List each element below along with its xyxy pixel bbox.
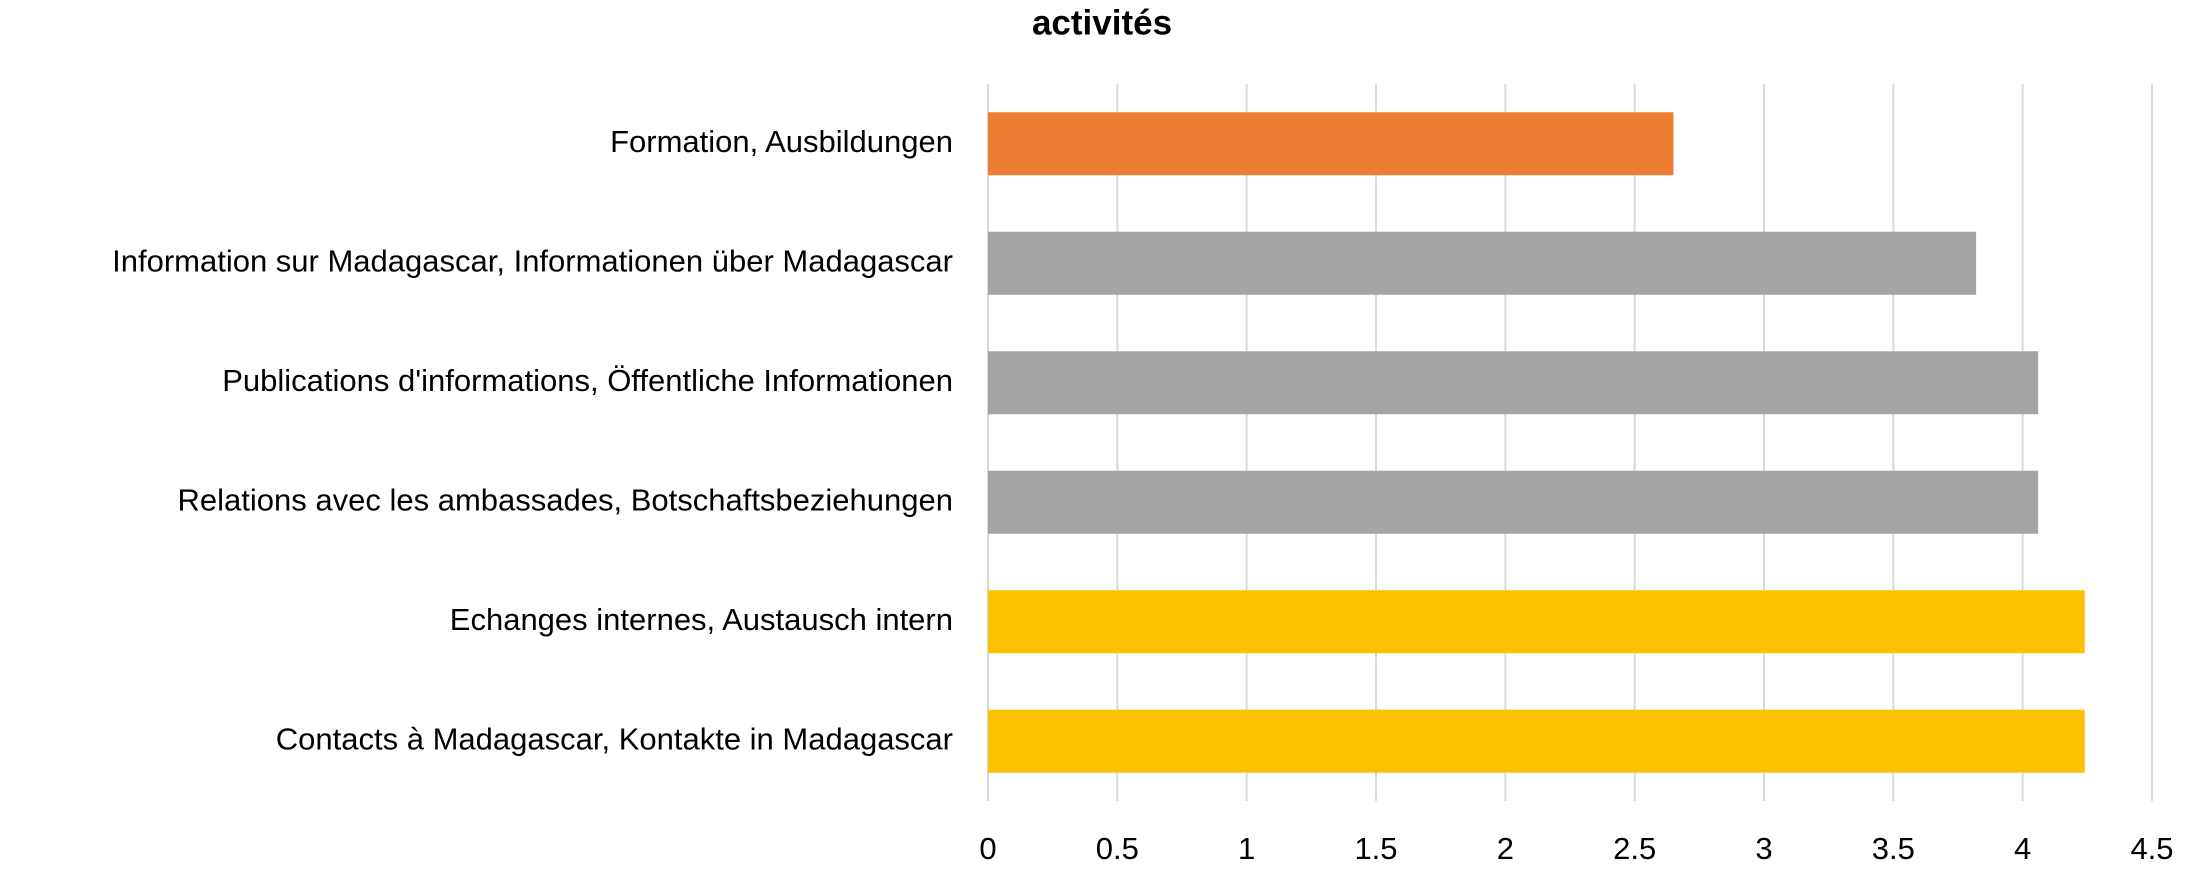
y-tick-label: Information sur Madagascar, Informatione… (112, 243, 953, 278)
x-tick-label: 0 (979, 831, 996, 866)
y-tick-label: Formation, Ausbildungen (610, 124, 953, 159)
bar (988, 231, 1977, 295)
bar (988, 590, 2085, 654)
bar (988, 470, 2039, 534)
x-tick-label: 3.5 (1872, 831, 1915, 866)
y-tick-label: Echanges internes, Austausch intern (450, 602, 953, 637)
x-tick-label: 1.5 (1354, 831, 1397, 866)
x-tick-label: 4 (2014, 831, 2031, 866)
x-tick-label: 2.5 (1613, 831, 1656, 866)
chart-title: activités (1032, 3, 1172, 42)
x-tick-label: 0.5 (1096, 831, 1139, 866)
bar (988, 709, 2085, 773)
bar (988, 351, 2039, 415)
bar (988, 112, 1674, 176)
y-tick-label: Relations avec les ambassades, Botschaft… (178, 482, 953, 517)
x-tick-label: 3 (1755, 831, 1772, 866)
x-tick-label: 2 (1497, 831, 1514, 866)
y-tick-label: Contacts à Madagascar, Kontakte in Madag… (276, 721, 953, 756)
y-tick-label: Publications d'informations, Öffentliche… (222, 363, 953, 398)
x-tick-label: 4.5 (2130, 831, 2173, 866)
x-tick-label: 1 (1238, 831, 1255, 866)
